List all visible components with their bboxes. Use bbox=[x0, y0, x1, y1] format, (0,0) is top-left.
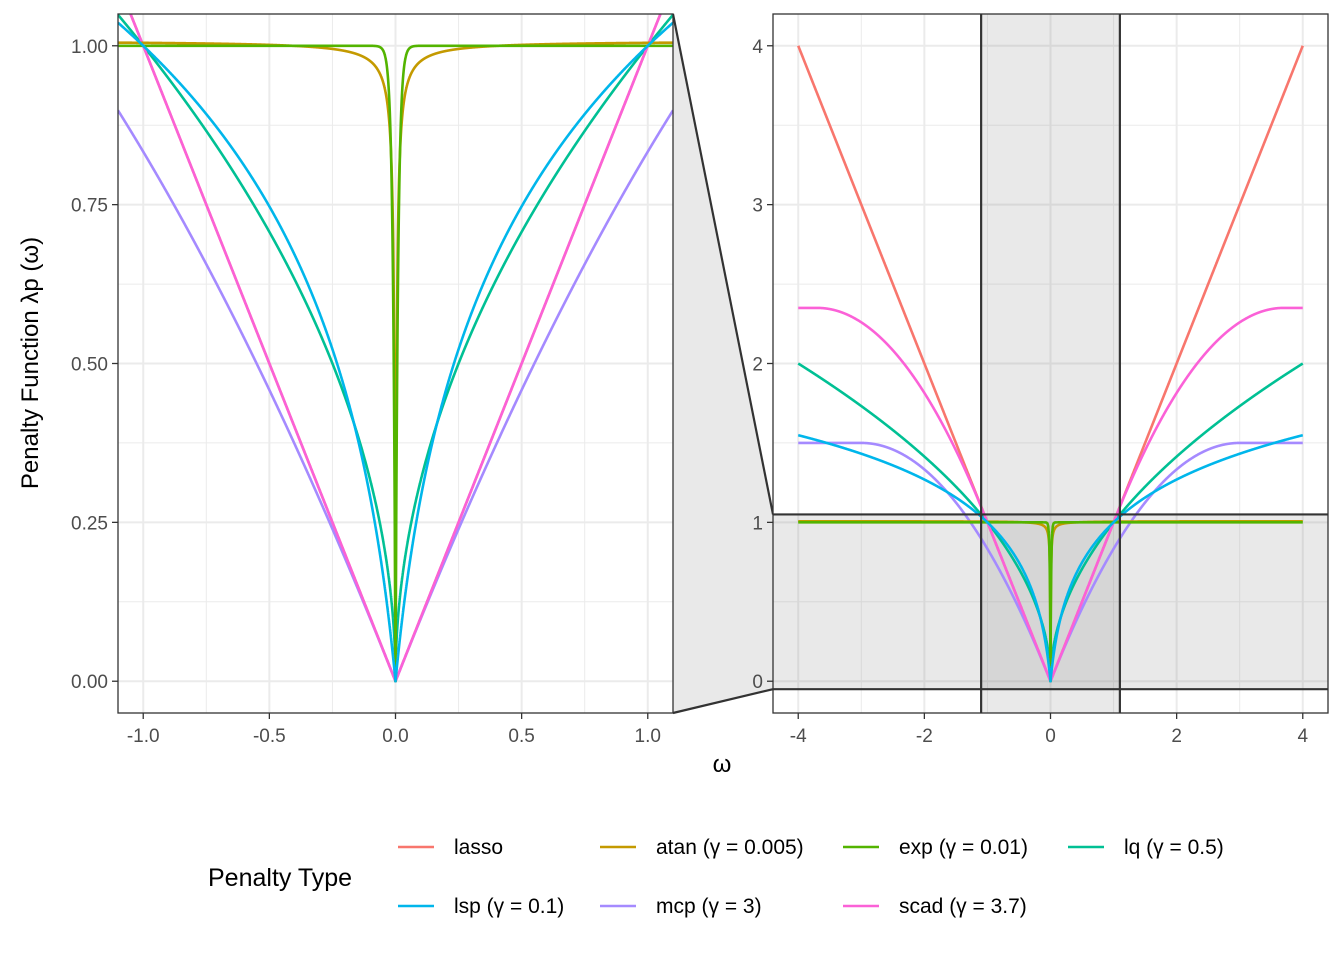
x-tick-label: -1.0 bbox=[127, 726, 160, 747]
y-axis-title: Penalty Function λp (ω) bbox=[17, 237, 44, 489]
x-tick-label: -4 bbox=[790, 726, 807, 747]
zoom-connector-bottom bbox=[672, 688, 774, 715]
legend-label-atan: atan (γ = 0.005) bbox=[656, 836, 804, 859]
legend-label-scad: scad (γ = 3.7) bbox=[899, 895, 1027, 918]
x-tick-label: 2 bbox=[1171, 726, 1182, 747]
x-tick-label: 0 bbox=[1045, 726, 1056, 747]
series-lines bbox=[118, 14, 673, 683]
y-tick-label: 1.00 bbox=[71, 37, 108, 58]
legend-title: Penalty Type bbox=[208, 864, 352, 892]
x-tick-label: 0.5 bbox=[508, 726, 534, 747]
x-tick-label: -2 bbox=[916, 726, 933, 747]
y-tick-label: 0.50 bbox=[71, 355, 108, 376]
x-tick-label: -0.5 bbox=[253, 726, 286, 747]
y-tick-label: 3 bbox=[752, 196, 763, 217]
legend: Penalty Type lasso lsp (γ = 0.1) atan (γ =… bbox=[208, 836, 1224, 918]
zoom-connector-fill bbox=[673, 14, 773, 713]
legend-label-lsp: lsp (γ = 0.1) bbox=[454, 895, 564, 918]
y-tick-label: 0.25 bbox=[71, 513, 108, 534]
y-tick-label: 1 bbox=[752, 513, 763, 534]
y-tick-label: 0 bbox=[752, 672, 763, 693]
legend-label-exp: exp (γ = 0.01) bbox=[899, 836, 1028, 859]
legend-label-mcp: mcp (γ = 3) bbox=[656, 895, 762, 918]
y-tick-label: 0.00 bbox=[71, 672, 108, 693]
series-lines bbox=[797, 45, 1304, 683]
x-tick-label: 4 bbox=[1297, 726, 1308, 747]
full-panel: -4 -2 0 2 4 0 1 2 3 4 bbox=[752, 13, 1329, 747]
y-tick-label: 2 bbox=[752, 355, 763, 376]
zoom-panel: -1.0 -0.5 0.0 0.5 1.0 0.00 0.25 0.50 0.75 1.00 bbox=[71, 13, 674, 747]
legend-label-lasso: lasso bbox=[454, 836, 503, 859]
x-tick-label: 1.0 bbox=[635, 726, 661, 747]
series-line-lsp bbox=[797, 433, 1304, 683]
y-tick-label: 4 bbox=[752, 37, 763, 58]
x-axis-title: ω bbox=[713, 751, 732, 778]
zoom-connector-top bbox=[671, 13, 775, 515]
x-tick-label: 0.0 bbox=[382, 726, 408, 747]
series-line-lsp bbox=[118, 21, 673, 683]
y-tick-label: 0.75 bbox=[71, 196, 108, 217]
legend-label-lq: lq (γ = 0.5) bbox=[1124, 836, 1224, 859]
zoom-connector bbox=[671, 13, 775, 715]
